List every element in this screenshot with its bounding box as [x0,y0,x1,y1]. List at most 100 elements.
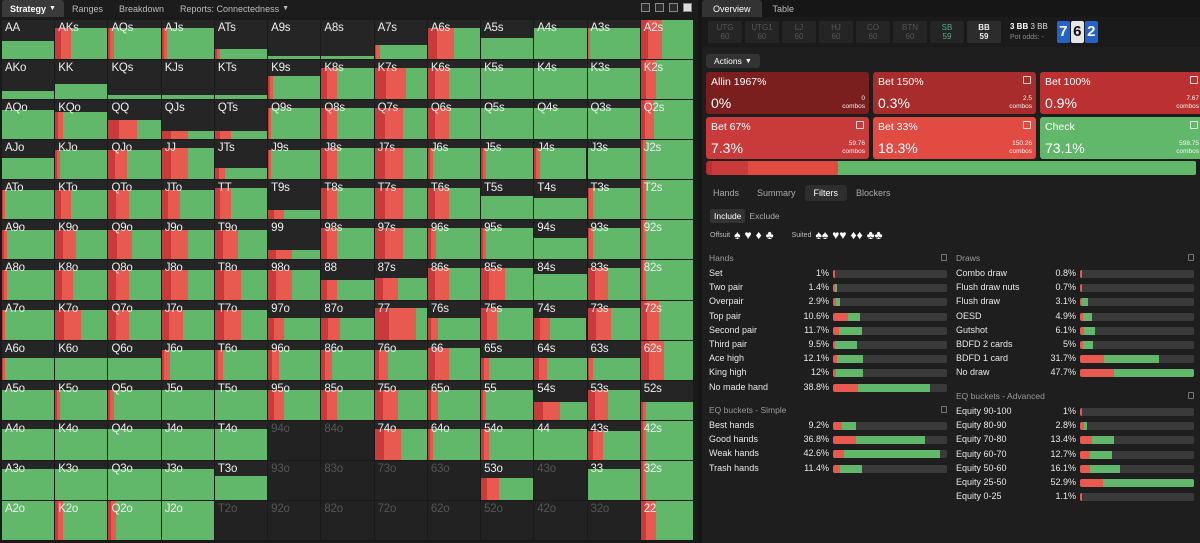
hand-cell[interactable]: A8s [321,20,375,61]
hand-cell[interactable]: 63o [427,460,482,501]
hand-cell[interactable]: Q2s [640,100,694,141]
hand-cell[interactable]: K2s [640,60,694,101]
hand-cell[interactable]: 85s [481,260,535,301]
filter-row[interactable]: Set 1% [709,267,947,280]
hand-cell[interactable]: 96s [427,220,482,261]
hand-cell[interactable]: KQs [108,60,162,101]
hand-cell[interactable]: 84s [534,260,588,301]
hand-cell[interactable]: 84o [321,420,375,461]
hand-cell[interactable]: A7o [2,300,56,341]
hand-cell[interactable]: 87o [321,300,375,341]
hand-cell[interactable]: K8o [55,260,109,301]
hand-cell[interactable]: 95o [268,380,322,421]
position-sb[interactable]: SB 59 [930,21,964,43]
hand-cell[interactable]: 96o [268,340,322,381]
hand-cell[interactable]: Q4s [534,100,588,141]
hand-cell[interactable]: 88 [321,260,375,301]
list-view-icon[interactable] [669,3,678,12]
compact-view-icon[interactable] [641,3,650,12]
diamond-icon[interactable]: ♦ [755,228,762,242]
hand-cell[interactable]: A9s [268,20,322,61]
hand-cell[interactable]: A5o [2,380,56,421]
hand-cell[interactable]: 53s [587,380,641,421]
hand-cell[interactable]: 75o [374,380,428,421]
hand-cell[interactable]: T5o [214,380,269,421]
filter-row[interactable]: Best hands 9.2% [709,419,947,432]
hand-cell[interactable]: 97s [374,220,428,261]
suited-diamond-icon[interactable]: ♦♦ [850,228,863,242]
hand-cell[interactable]: K8s [321,60,375,101]
hand-cell[interactable]: QJo [108,140,162,181]
hand-cell[interactable]: 65s [481,340,535,381]
hand-cell[interactable]: QJs [161,100,215,141]
section-toggle-icon[interactable] [941,406,947,413]
filter-row[interactable]: Equity 90-100 1% [956,405,1194,418]
filter-row[interactable]: Overpair 2.9% [709,295,947,308]
action-bet-67-[interactable]: Bet 67% 7.3% 59.76 combos [706,117,869,159]
exclude-button[interactable]: Exclude [749,211,780,221]
hand-cell[interactable]: 72o [374,500,428,541]
hand-cell[interactable]: Q9o [108,220,162,261]
filter-row[interactable]: No draw 47.7% [956,366,1194,379]
filter-row[interactable]: OESD 4.9% [956,310,1194,323]
include-button[interactable]: Include [710,209,746,223]
subtab-hands[interactable]: Hands [713,188,740,198]
hand-cell[interactable]: Q7o [108,300,162,341]
hand-cell[interactable]: K3o [55,460,109,501]
subtab-blockers[interactable]: Blockers [856,188,891,198]
hand-cell[interactable]: T8s [321,180,375,221]
hand-cell[interactable]: A2s [640,20,694,61]
tab-overview[interactable]: Overview [702,0,762,17]
hand-cell[interactable]: 33 [587,460,641,501]
grid-view-icon[interactable] [655,3,664,12]
hand-cell[interactable]: 62s [640,340,694,381]
hand-cell[interactable]: 82o [321,500,375,541]
hand-cell[interactable]: T9s [268,180,322,221]
hand-cell[interactable]: 93s [587,220,641,261]
filter-row[interactable]: Ace high 12.1% [709,352,947,365]
hand-cell[interactable]: Q7s [374,100,428,141]
hand-cell[interactable]: J8o [161,260,215,301]
hand-cell[interactable]: Q3s [587,100,641,141]
hand-cell[interactable]: J3s [587,140,641,181]
filter-row[interactable]: BDFD 2 cards 5% [956,338,1194,351]
hand-cell[interactable]: T8o [214,260,269,301]
hand-cell[interactable]: 93o [268,460,322,501]
filter-row[interactable]: Flush draw nuts 0.7% [956,281,1194,294]
hand-cell[interactable]: AQo [2,100,56,141]
hand-cell[interactable]: 97o [268,300,322,341]
hand-cell[interactable]: 83s [587,260,641,301]
hand-cell[interactable]: KJs [161,60,215,101]
hand-cell[interactable]: A4o [2,420,56,461]
hand-cell[interactable]: KTs [214,60,269,101]
position-utg[interactable]: UTG 60 [708,21,742,43]
hand-cell[interactable]: Q2o [108,500,162,541]
hand-cell[interactable]: A3o [2,460,56,501]
hand-cell[interactable]: AQs [108,20,162,61]
hand-cell[interactable]: 64s [534,340,588,381]
hand-cell[interactable]: 42o [534,500,588,541]
hand-cell[interactable]: 76s [427,300,482,341]
hand-cell[interactable]: J2o [161,500,215,541]
hand-cell[interactable]: K5o [55,380,109,421]
hand-cell[interactable]: 65o [427,380,482,421]
hand-cell[interactable]: 52o [481,500,535,541]
tab-table[interactable]: Table [772,3,795,14]
hand-cell[interactable]: J4s [534,140,588,181]
filter-row[interactable]: Equity 70-80 13.4% [956,433,1194,446]
hand-cell[interactable]: AKs [55,20,109,61]
hand-cell[interactable]: A4s [534,20,588,61]
hand-cell[interactable]: J3o [161,460,215,501]
hand-cell[interactable]: J5s [481,140,535,181]
section-toggle-icon[interactable] [1188,392,1194,399]
hand-cell[interactable]: 92s [640,220,694,261]
subtab-summary[interactable]: Summary [757,188,796,198]
hand-cell[interactable]: 54s [534,380,588,421]
hand-cell[interactable]: T9o [214,220,269,261]
hand-cell[interactable]: AJs [161,20,215,61]
action-bet-100-[interactable]: Bet 100% 0.9% 7.67 combos [1040,72,1200,114]
hand-cell[interactable]: 73o [374,460,428,501]
hand-cell[interactable]: 43s [587,420,641,461]
action-bet-33-[interactable]: Bet 33% 18.3% 150.26 combos [873,117,1036,159]
action-allin-1967-[interactable]: Allin 1967% 0% 0 combos [706,72,869,114]
